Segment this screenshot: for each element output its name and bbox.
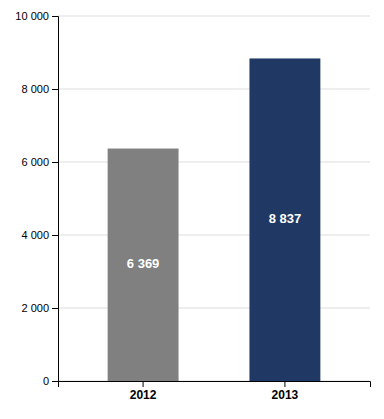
y-tick: 4 000	[21, 229, 58, 241]
x-axis: 2012 2013	[59, 381, 371, 402]
grid-line	[58, 16, 370, 17]
chart-svg: 0 2 000 4 000 6 000 8 000 10 000 2012 2013 6 369…	[0, 0, 384, 419]
x-tick-label: 2013	[272, 388, 299, 402]
y-tick-label: 10 000	[15, 10, 49, 22]
plot: 0 2 000 4 000 6 000 8 000 10 000 2012 2013 6 369…	[15, 10, 370, 402]
grid	[58, 16, 370, 381]
grid-line	[58, 89, 370, 90]
grid-line	[58, 162, 370, 163]
y-tick-label: 8 000	[21, 83, 49, 95]
x-axis-line	[59, 382, 371, 388]
y-tick-mark	[52, 381, 58, 382]
y-tick: 0	[43, 375, 58, 387]
data-label: 6 369	[127, 256, 160, 271]
y-tick-mark	[52, 162, 58, 163]
y-tick-mark	[52, 308, 58, 309]
y-tick: 6 000	[21, 156, 58, 168]
y-tick-mark	[52, 16, 58, 17]
x-tick-mark	[284, 381, 285, 387]
chart-container: 0 2 000 4 000 6 000 8 000 10 000 2012 2013 6 369…	[0, 0, 384, 419]
x-tick-label: 2012	[130, 388, 157, 402]
y-tick: 10 000	[15, 10, 58, 22]
bar	[249, 58, 320, 381]
grid-line	[58, 235, 370, 236]
y-tick-label: 2 000	[21, 302, 49, 314]
data-label: 8 837	[269, 211, 302, 226]
y-tick-label: 4 000	[21, 229, 49, 241]
data-labels: 6 369 8 837	[127, 211, 301, 271]
x-tick-mark	[143, 381, 144, 387]
y-tick: 8 000	[21, 83, 58, 95]
y-tick: 2 000	[21, 302, 58, 314]
bars	[108, 58, 321, 381]
y-axis-line	[52, 17, 59, 382]
bar	[108, 149, 179, 381]
grid-line	[58, 308, 370, 309]
y-tick-mark	[52, 235, 58, 236]
x-tick: 2012	[130, 381, 157, 402]
y-axis: 0 2 000 4 000 6 000 8 000 10 000	[15, 10, 58, 387]
y-tick-label: 0	[43, 375, 49, 387]
x-tick: 2013	[272, 381, 299, 402]
y-tick-label: 6 000	[21, 156, 49, 168]
y-tick-mark	[52, 89, 58, 90]
